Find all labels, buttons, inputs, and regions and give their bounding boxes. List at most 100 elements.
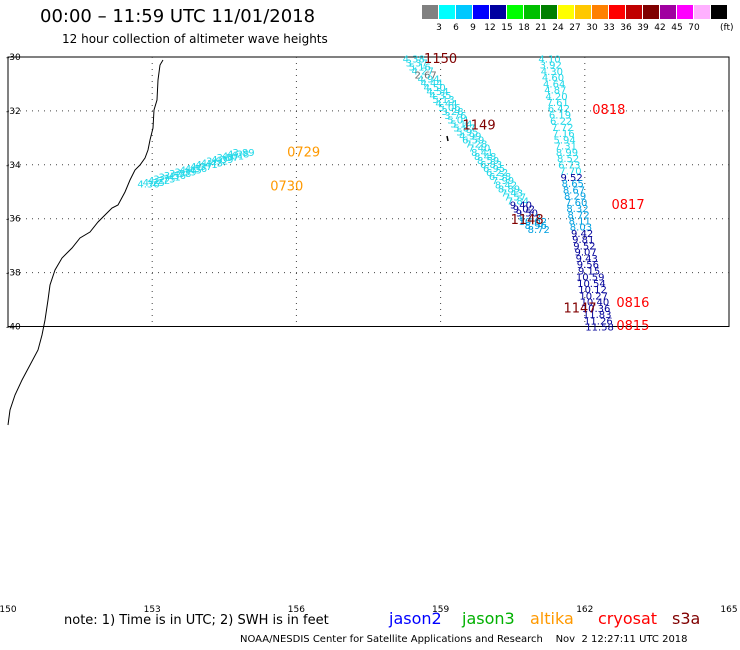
pass-time-label: 0730 xyxy=(270,179,303,194)
wave-height-value: 4.56 xyxy=(185,164,207,175)
pass-time-label: 0816 xyxy=(616,296,649,311)
wave-height-value: 4.35 xyxy=(429,91,451,102)
colorbar-swatch xyxy=(422,5,438,19)
wave-height-value: 7.40 xyxy=(468,144,490,155)
colorbar-swatch xyxy=(643,5,659,19)
wave-height-value: 4.45 xyxy=(180,166,202,177)
wave-height-value: 9.52 xyxy=(573,241,595,252)
wave-height-value: 5.87 xyxy=(453,123,475,134)
lat-tick-label: -40 xyxy=(6,323,21,333)
wave-height-value: 7.16 xyxy=(552,129,574,140)
colorbar-label: 3 xyxy=(436,23,442,33)
wave-height-value: 5.14 xyxy=(450,119,472,130)
lon-tick-label: 150 xyxy=(0,605,17,615)
wave-height-value: 4.60 xyxy=(542,73,564,84)
colorbar-swatch xyxy=(609,5,625,19)
legend-entry-s3a: s3a xyxy=(672,609,701,628)
wave-height-value: 5.16 xyxy=(409,62,431,73)
wave-height-value: 4.99 xyxy=(459,132,481,143)
wave-height-value: 10.12 xyxy=(578,285,607,296)
wave-height-value: 5.13 xyxy=(432,95,454,106)
wave-height-value: 6.73 xyxy=(558,160,580,171)
wave-height-value: 3.76 xyxy=(444,111,466,122)
wave-height-value: 4.87 xyxy=(544,86,566,97)
wave-height-value: 4.44 xyxy=(435,99,457,110)
wave-height-value: 7.99 xyxy=(492,176,514,187)
pass-time-label: 1150 xyxy=(424,52,457,67)
wave-height-value: 4.27 xyxy=(412,67,434,78)
wave-height-value: 3.57 xyxy=(217,153,239,164)
wave-height-value: 7.61 xyxy=(547,98,569,109)
colorbar-label: 15 xyxy=(501,23,513,33)
colorbar-label: 6 xyxy=(453,23,459,33)
page-subtitle: 12 hour collection of altimeter wave hei… xyxy=(62,32,328,46)
wave-height-value: 7.57 xyxy=(504,192,526,203)
credit-line: NOAA/NESDIS Center for Satellite Applica… xyxy=(240,634,688,645)
wave-height-value: 3.37 xyxy=(406,58,428,69)
wave-height-value: 8.41 xyxy=(471,148,493,159)
pass-time-label: 0729 xyxy=(287,146,320,161)
wave-height-value: 7.70 xyxy=(559,167,581,178)
wave-height-value: 6.22 xyxy=(550,117,572,128)
colorbar-swatch xyxy=(541,5,557,19)
lat-tick-label: -36 xyxy=(6,215,21,225)
wave-height-value: 4.44 xyxy=(420,79,442,90)
wave-height-value: 7.60 xyxy=(565,198,587,209)
wave-height-value: 11.26 xyxy=(584,316,613,327)
wave-height-value: 6.42 xyxy=(548,104,570,115)
wave-height-value: 10.02 xyxy=(518,217,547,228)
wave-height-value: 3.39 xyxy=(174,167,196,178)
wave-height-value: 3.28 xyxy=(441,107,463,118)
colorbar-label: 30 xyxy=(586,23,598,33)
wave-height-value: 4.10 xyxy=(538,54,560,65)
lon-tick-label: 153 xyxy=(144,605,161,615)
colorbar-label: 12 xyxy=(484,23,496,33)
colorbar-label: 9 xyxy=(470,23,476,33)
coastline xyxy=(7,59,164,426)
colorbar-swatch xyxy=(558,5,574,19)
colorbar-swatch xyxy=(473,5,489,19)
wave-height-value: 11.58 xyxy=(585,323,614,334)
wave-height-value: 7.84 xyxy=(507,197,529,208)
wave-height-value: 4.37 xyxy=(190,162,212,173)
wave-height-value: 8.42 xyxy=(519,213,541,224)
colorbar-label: 18 xyxy=(518,23,530,33)
wave-height-value: 3.92 xyxy=(206,157,228,168)
wave-height-value: 4.38 xyxy=(403,54,425,65)
wave-height-value: 8.42 xyxy=(495,180,517,191)
colorbar-swatch xyxy=(626,5,642,19)
legend-entry-jason3: jason3 xyxy=(462,609,515,628)
wave-height-value: 4.50 xyxy=(423,83,445,94)
colorbar-swatch xyxy=(490,5,506,19)
wave-height-value: 7.28 xyxy=(465,140,487,151)
colorbar-swatch xyxy=(575,5,591,19)
wave-height-value: 5.01 xyxy=(447,115,469,126)
wave-height-value: 6.38 xyxy=(489,172,511,183)
lat-tick-label: -38 xyxy=(6,269,21,279)
wave-height-value: 3.58 xyxy=(169,169,191,180)
lat-tick-label: -34 xyxy=(6,161,21,171)
map-frame xyxy=(7,56,730,327)
colorbar-label: 27 xyxy=(569,23,581,33)
pass-time-label: 1147 xyxy=(563,301,596,316)
colorbar-swatch xyxy=(456,5,472,19)
wave-height-value: 4.22 xyxy=(148,176,170,187)
wave-height-value: 8.48 xyxy=(474,152,496,163)
wave-height-value: 9.15 xyxy=(578,266,600,277)
colorbar-label: 45 xyxy=(671,23,683,33)
wave-height-value: 6.59 xyxy=(462,136,484,147)
wave-height-value: 4.64 xyxy=(543,79,565,90)
lon-tick-label: 162 xyxy=(576,605,593,615)
wave-height-value: 3.89 xyxy=(232,148,254,159)
wave-height-value: 8.96 xyxy=(525,221,547,232)
wave-height-value: 8.59 xyxy=(477,156,499,167)
colorbar-swatch xyxy=(524,5,540,19)
colorbar-swatch xyxy=(694,5,710,19)
wave-height-value: 8.52 xyxy=(557,154,579,165)
wave-height-value: 9.81 xyxy=(572,235,594,246)
colorbar-swatch xyxy=(592,5,608,19)
colorbar-swatch xyxy=(711,5,727,19)
wave-height-value: 3.75 xyxy=(153,174,175,185)
wave-height-value: 3.41 xyxy=(159,173,181,184)
